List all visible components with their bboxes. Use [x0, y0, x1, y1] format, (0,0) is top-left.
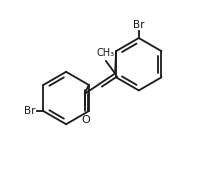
Text: Br: Br [24, 106, 36, 116]
Text: O: O [81, 115, 90, 125]
Text: CH₃: CH₃ [97, 48, 115, 58]
Text: Br: Br [133, 20, 144, 30]
